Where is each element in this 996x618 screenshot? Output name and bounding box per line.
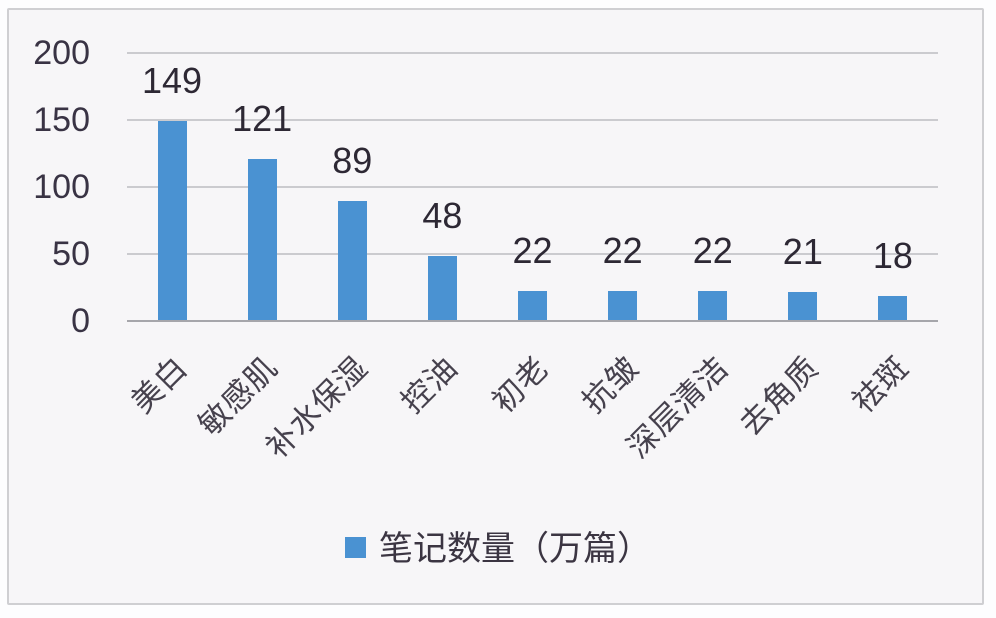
legend-series-label: 笔记数量（万篇） bbox=[379, 529, 651, 568]
y-axis-tick-label: 150 bbox=[33, 100, 90, 139]
y-axis-tick-label: 0 bbox=[71, 301, 90, 340]
bar-value-label: 89 bbox=[332, 140, 373, 182]
bar-value-label: 18 bbox=[872, 235, 913, 277]
bar bbox=[157, 121, 187, 321]
bar bbox=[337, 201, 367, 321]
bar bbox=[788, 292, 818, 321]
bar bbox=[247, 158, 277, 321]
bar bbox=[878, 296, 908, 321]
bar bbox=[518, 291, 547, 321]
gridline bbox=[127, 118, 938, 121]
y-axis-tick-label: 100 bbox=[33, 167, 90, 206]
bar-value-label: 149 bbox=[142, 60, 203, 102]
y-axis-tick-label: 200 bbox=[33, 34, 90, 72]
gridline bbox=[127, 252, 938, 255]
bar bbox=[427, 256, 457, 321]
bar-value-label: 21 bbox=[782, 231, 823, 273]
bar bbox=[608, 291, 638, 321]
bar-value-label: 121 bbox=[232, 97, 293, 139]
gridline bbox=[127, 185, 938, 188]
bar bbox=[698, 291, 728, 321]
legend-swatch-icon bbox=[345, 536, 366, 558]
bar-value-label: 22 bbox=[692, 230, 733, 272]
bar-value-label: 22 bbox=[512, 230, 553, 272]
legend: 笔记数量（万篇） bbox=[0, 522, 996, 568]
gridline bbox=[127, 52, 938, 54]
bar-value-label: 22 bbox=[602, 230, 643, 272]
bar-value-label: 48 bbox=[422, 195, 463, 237]
x-axis-line bbox=[127, 319, 938, 322]
y-axis-tick-label: 50 bbox=[52, 234, 90, 273]
